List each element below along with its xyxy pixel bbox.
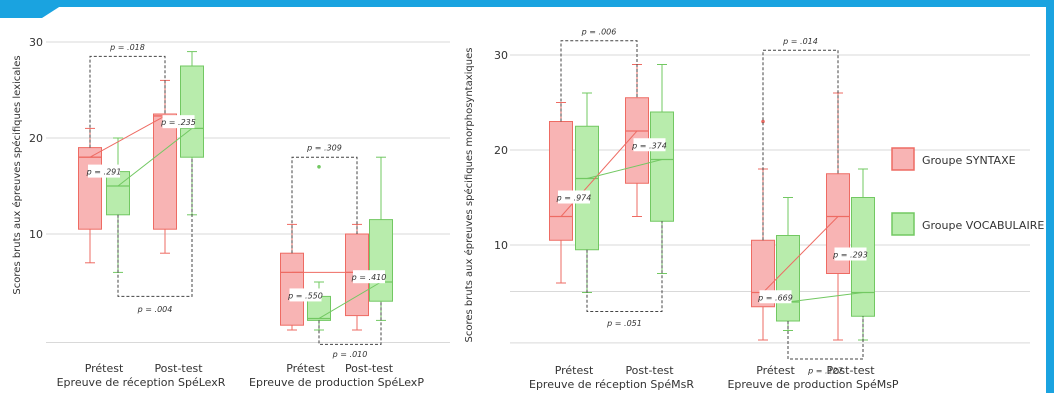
within-p-label: p = .669 bbox=[757, 293, 793, 302]
y-tick-label: 30 bbox=[29, 36, 43, 49]
bracket-p-label: p = .018 bbox=[109, 43, 145, 52]
within-p-label: p = .410 bbox=[351, 273, 387, 282]
box-outlier bbox=[317, 165, 321, 169]
x-group-label: Epreuve de réception SpéLexR bbox=[57, 376, 226, 389]
box-iqr bbox=[153, 113, 177, 230]
y-tick-label: 10 bbox=[29, 228, 43, 241]
p-label-bg bbox=[834, 247, 867, 261]
within-p-label: p = .293 bbox=[832, 251, 868, 260]
box-iqr bbox=[78, 147, 102, 230]
y-axis-label: Scores bruts aux épreuves spécifiques le… bbox=[11, 55, 23, 294]
y-tick-label: 20 bbox=[494, 144, 508, 157]
median-trend-line bbox=[89, 115, 166, 158]
box-iqr bbox=[180, 65, 204, 158]
within-p-label: p = .235 bbox=[160, 118, 196, 127]
p-label-bg bbox=[289, 288, 322, 302]
bracket-p-label: p = .006 bbox=[581, 27, 617, 36]
bracket-p-label: p = .309 bbox=[306, 144, 342, 153]
p-label-bg bbox=[558, 190, 590, 204]
box-iqr bbox=[549, 121, 573, 241]
frame-right-bar bbox=[1046, 0, 1054, 393]
x-group-label: Epreuve de production SpéLexP bbox=[249, 376, 424, 389]
p-label-bg bbox=[759, 290, 792, 304]
bracket-p-label: p = .010 bbox=[332, 350, 368, 359]
bracket-p-label: p = .014 bbox=[782, 37, 818, 46]
comparison-bracket bbox=[560, 40, 638, 122]
within-p-label: p = .550 bbox=[287, 291, 323, 300]
y-tick-label: 10 bbox=[494, 239, 508, 252]
median-trend-line bbox=[787, 292, 864, 303]
box-outlier bbox=[761, 119, 765, 124]
bracket-p-label: p = .051 bbox=[606, 319, 642, 328]
x-tick-label: Post-test bbox=[345, 362, 394, 375]
within-p-label: p = .291 bbox=[86, 168, 122, 177]
y-axis-label: Scores bruts aux épreuves spécifiques mo… bbox=[463, 48, 475, 343]
comparison-bracket bbox=[318, 301, 382, 345]
legend-label-syntaxe: Groupe SYNTAXE bbox=[922, 154, 1016, 167]
box-iqr bbox=[369, 219, 393, 302]
comparison-bracket bbox=[89, 55, 166, 148]
box-iqr bbox=[650, 111, 674, 222]
x-tick-label: Prétest bbox=[286, 362, 325, 375]
y-tick-label: 30 bbox=[494, 49, 508, 62]
comparison-bracket bbox=[787, 316, 864, 360]
frame-top-bar bbox=[0, 0, 1054, 7]
legend-swatch-vocabulaire bbox=[891, 212, 915, 236]
bracket-p-label: p = .127 bbox=[807, 366, 844, 375]
p-label-bg bbox=[633, 138, 666, 152]
median-trend-line bbox=[586, 159, 663, 179]
bracket-p-label: p = .004 bbox=[137, 305, 173, 314]
box-iqr bbox=[776, 235, 800, 322]
p-label-bg bbox=[353, 270, 385, 284]
x-tick-label: Post-test bbox=[826, 364, 875, 377]
median-trend-line bbox=[762, 216, 839, 293]
legend-label-vocabulaire: Groupe VOCABULAIRE bbox=[922, 219, 1044, 232]
comparison-bracket bbox=[762, 49, 839, 241]
median-trend-line bbox=[117, 128, 193, 187]
comparison-bracket bbox=[291, 156, 358, 254]
within-p-label: p = .374 bbox=[631, 141, 667, 150]
x-tick-label: Prétest bbox=[555, 364, 594, 377]
median-trend-line bbox=[318, 281, 382, 319]
x-tick-label: Prétest bbox=[85, 362, 124, 375]
y-tick-label: 20 bbox=[29, 132, 43, 145]
x-tick-label: Post-test bbox=[154, 362, 203, 375]
box-iqr bbox=[106, 171, 130, 216]
x-group-label: Epreuve de réception SpéMsR bbox=[529, 378, 694, 391]
x-group-label: Epreuve de production SpéMsP bbox=[727, 378, 898, 391]
p-label-bg bbox=[88, 164, 120, 178]
legend-swatch-syntaxe bbox=[891, 147, 915, 171]
comparison-bracket bbox=[586, 221, 663, 312]
p-label-bg bbox=[162, 115, 195, 129]
within-p-label: p = .974 bbox=[556, 194, 592, 203]
comparison-bracket bbox=[117, 157, 193, 297]
x-tick-label: Post-test bbox=[625, 364, 674, 377]
x-tick-label: Prétest bbox=[756, 364, 795, 377]
